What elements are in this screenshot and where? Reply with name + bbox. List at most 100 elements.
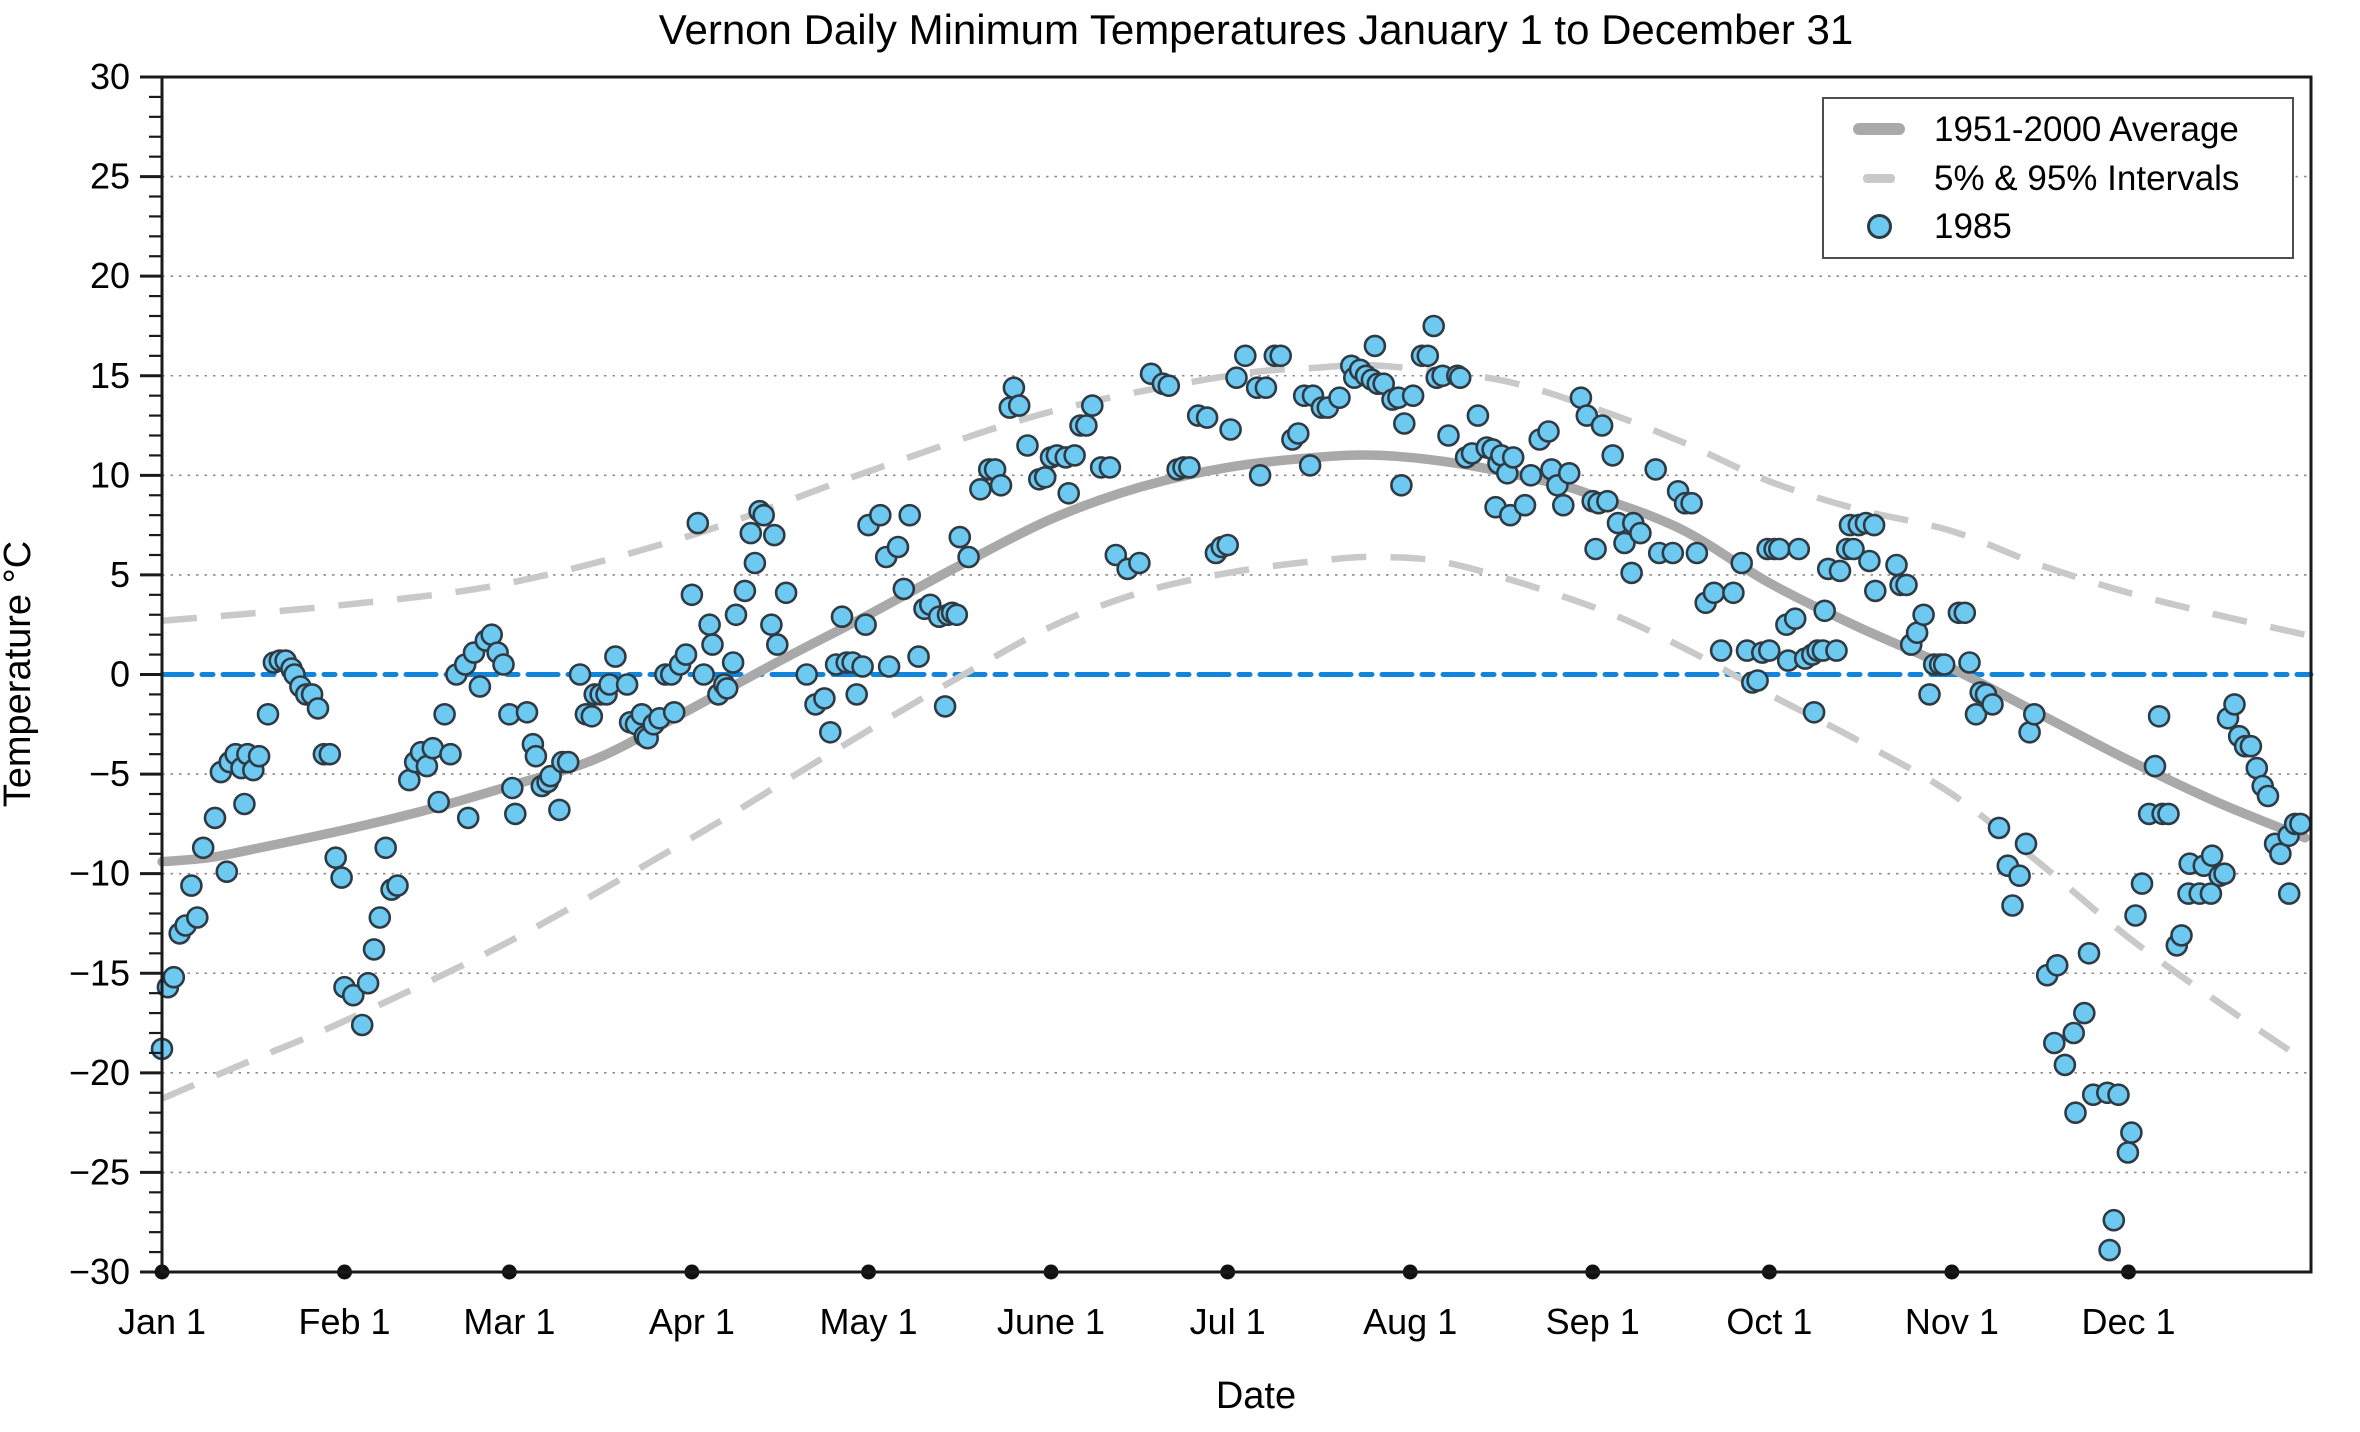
scatter-point [186,906,209,929]
scatter-point [1157,374,1181,398]
scatter-point [686,511,710,535]
scatter-point [1953,601,1977,625]
scatter-point [2143,754,2167,778]
scatter-point [1596,489,1619,513]
scatter-point [1644,458,1667,481]
scatter-point [1422,314,1445,338]
scatter-point [1501,446,1525,469]
scatter-point [1098,456,1122,479]
scatter-point [1958,651,1981,674]
scatter-point [898,503,922,527]
scatter-point [752,503,776,527]
scatter-point [256,702,280,726]
scatter-point [774,581,798,605]
y-tick-label: −25 [69,1151,130,1192]
scatter-point [362,938,386,961]
scatter-point [948,525,972,549]
scatter-point [1862,513,1886,537]
scatter-point [615,673,639,696]
y-tick-label: 25 [90,156,130,197]
scatter-point [989,473,1013,497]
chart-title: Vernon Daily Minimum Temperatures Januar… [659,6,1853,53]
scatter-point [1802,700,1826,724]
scatter-point [556,750,580,774]
scatter-point [2213,862,2236,886]
x-tick-label: Jul 1 [1190,1301,1266,1342]
scatter-point [1519,463,1543,487]
scatter-point [1722,581,1745,605]
scatter-point [1195,406,1219,429]
scatter-point [1584,537,1607,561]
scatter-point [2107,1083,2130,1106]
scatter-point [568,663,592,686]
scatter-point [1007,394,1031,417]
scatter-point [1016,434,1039,457]
scatter-point [2001,894,2024,917]
scatter-point [1601,444,1624,467]
scatter-point [356,971,380,995]
scatter-point [247,744,271,768]
scatter-point [877,655,901,678]
x-tick-label: Sep 1 [1546,1301,1640,1342]
scatter-point [1393,412,1416,435]
y-tick-label: −20 [69,1052,130,1093]
scatter-point [1128,551,1151,575]
scatter-point [2023,702,2046,726]
x-tick-label: Aug 1 [1363,1301,1457,1342]
scatter-point [2147,704,2171,728]
scatter-point [2157,802,2180,826]
scatter-point [203,806,227,830]
scatter-point [933,695,957,718]
x-tick-label: Oct 1 [1726,1301,1812,1342]
x-tick-label: May 1 [819,1301,917,1342]
scatter-point [1842,537,1865,561]
scatter-point [2073,1001,2096,1025]
scatter-point [1620,561,1643,585]
scatter-point [1248,463,1272,487]
scatter-point [1964,702,1988,726]
scatter-point [1885,553,1908,577]
y-axis-title: Temperature °C [0,541,39,808]
scatter-point [680,583,704,607]
legend-item-label: 5% & 95% Intervals [1934,158,2240,198]
scatter-point [2170,924,2193,947]
scatter-point [1216,533,1239,557]
scatter-point [180,874,203,897]
scatter-point [548,798,571,822]
scatter-point [1730,551,1753,575]
scatter-point [1513,493,1537,517]
scatter-point [2199,882,2223,905]
chart-legend: 1951-2000 Average 5% & 95% Intervals 198… [1822,97,2294,259]
scatter-point [2289,812,2312,836]
scatter-point [721,651,745,674]
scatter-point [715,677,739,700]
scatter-point [1709,639,1733,662]
scatter-point [2102,1208,2126,1232]
interval-dash-swatch [1824,173,1934,183]
scatter-point [1328,386,1351,410]
scatter-point [1858,549,1881,573]
legend-item-label: 1951-2000 Average [1934,109,2239,149]
y-tick-label: 0 [110,654,130,695]
scatter-point [215,860,239,884]
scatter-point [969,477,992,501]
scatter-point [1063,444,1086,467]
x-tick-label: Dec 1 [2081,1301,2175,1342]
scatter-point [1912,603,1935,627]
y-tick-label: 5 [110,554,130,595]
scatter-point [765,633,789,656]
scatter-point [433,702,456,726]
scatter-point [2064,1101,2087,1124]
scatter-point [2008,864,2031,888]
scatter-point [1416,344,1440,368]
x-axis-title: Date [1216,1375,1296,1417]
interval-curve [160,553,2307,1102]
scatter-point [1254,376,1278,400]
legend-item-label: 1985 [1934,207,2012,247]
y-tick-label: −10 [69,853,130,894]
scatter-point [2077,941,2101,965]
scatter-point [233,792,256,816]
scatter-point [2200,844,2224,868]
x-tick-label: Nov 1 [1905,1301,1999,1342]
scatter-point [2053,1053,2077,1077]
